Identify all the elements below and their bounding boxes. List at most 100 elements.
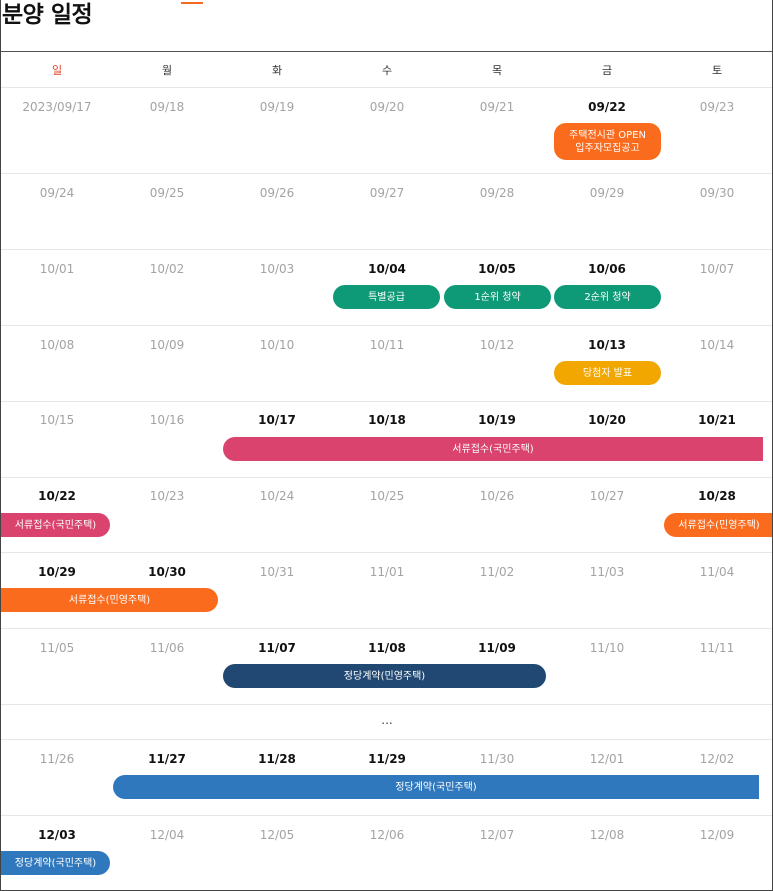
date-cell: 09/19 (259, 100, 295, 114)
event-contract-public-continued[interactable]: 정당계약(국민주택) (1, 851, 110, 875)
date-cell: 10/30 (148, 565, 186, 579)
event-docs-public-bar[interactable]: 서류접수(국민주택) (223, 437, 763, 461)
date-cell: 10/31 (259, 565, 295, 579)
row-divider (1, 87, 772, 88)
date-cell: 10/02 (149, 262, 185, 276)
date-cell: 12/05 (259, 828, 295, 842)
date-cell: 10/15 (39, 413, 75, 427)
date-cell: 10/12 (479, 338, 515, 352)
date-cell: 12/01 (589, 752, 625, 766)
event-contract-public-bar[interactable]: 정당계약(국민주택) (113, 775, 759, 799)
date-cell: 09/24 (39, 186, 75, 200)
date-cell: 10/07 (699, 262, 735, 276)
event-first-priority[interactable]: 1순위 청약 (444, 285, 551, 309)
row-divider (1, 815, 772, 816)
date-cell: 11/01 (369, 565, 405, 579)
weekday-mon: 월 (161, 64, 173, 77)
date-cell: 10/24 (259, 489, 295, 503)
date-cell: 11/26 (39, 752, 75, 766)
row-divider (1, 477, 772, 478)
date-cell: 11/29 (368, 752, 406, 766)
date-cell: 10/13 (588, 338, 626, 352)
date-cell: 09/25 (149, 186, 185, 200)
date-cell: 10/14 (699, 338, 735, 352)
row-divider (1, 249, 772, 250)
date-cell: 11/06 (149, 641, 185, 655)
event-second-priority[interactable]: 2순위 청약 (554, 285, 661, 309)
weekday-fri: 금 (601, 64, 613, 77)
date-cell: 10/03 (259, 262, 295, 276)
date-cell: 10/09 (149, 338, 185, 352)
date-cell: 09/29 (589, 186, 625, 200)
date-cell: 12/07 (479, 828, 515, 842)
date-cell: 10/01 (39, 262, 75, 276)
date-cell: 12/03 (38, 828, 76, 842)
weekday-sat: 토 (711, 64, 723, 77)
weekday-tue: 화 (271, 64, 283, 77)
date-cell: 10/25 (369, 489, 405, 503)
date-cell: 11/10 (589, 641, 625, 655)
row-divider (1, 739, 772, 740)
date-cell: 09/26 (259, 186, 295, 200)
date-cell: 10/16 (149, 413, 185, 427)
date-cell: 11/07 (258, 641, 296, 655)
date-cell: 12/06 (369, 828, 405, 842)
row-divider (1, 704, 772, 705)
date-cell: 10/11 (369, 338, 405, 352)
date-cell: 12/09 (699, 828, 735, 842)
date-cell: 10/20 (588, 413, 626, 427)
date-cell: 10/21 (698, 413, 736, 427)
date-cell: 09/23 (699, 100, 735, 114)
date-cell: 10/18 (368, 413, 406, 427)
date-cell: 11/03 (589, 565, 625, 579)
date-cell: 09/18 (149, 100, 185, 114)
date-cell: 11/30 (479, 752, 515, 766)
date-cell: 11/02 (479, 565, 515, 579)
date-cell: 10/27 (589, 489, 625, 503)
date-cell: 10/26 (479, 489, 515, 503)
date-cell: 09/21 (479, 100, 515, 114)
date-cell: 10/29 (38, 565, 76, 579)
date-cell: 11/27 (148, 752, 186, 766)
weekday-thu: 목 (491, 64, 503, 77)
skipped-weeks-ellipsis: ... (381, 713, 393, 727)
date-cell: 2023/09/17 (22, 100, 92, 114)
weekday-sun: 일 (51, 64, 63, 77)
date-cell: 11/04 (699, 565, 735, 579)
event-showroom-open[interactable]: 주택전시관 OPEN 입주자모집공고 (554, 123, 661, 160)
row-divider (1, 325, 772, 326)
date-cell: 10/22 (38, 489, 76, 503)
date-cell: 10/10 (259, 338, 295, 352)
event-showroom-open-line2: 입주자모집공고 (575, 142, 640, 154)
event-docs-public-continued[interactable]: 서류접수(국민주택) (1, 513, 110, 537)
weekday-wed: 수 (381, 64, 393, 77)
date-cell: 10/04 (368, 262, 406, 276)
row-divider (1, 173, 772, 174)
page-title: 분양 일정 (2, 2, 93, 28)
date-cell: 10/19 (478, 413, 516, 427)
event-special-supply[interactable]: 특별공급 (333, 285, 440, 309)
date-cell: 12/08 (589, 828, 625, 842)
header-divider (1, 51, 772, 52)
date-cell: 11/28 (258, 752, 296, 766)
date-cell: 10/05 (478, 262, 516, 276)
event-winner-announce[interactable]: 당첨자 발표 (554, 361, 661, 385)
date-cell: 10/17 (258, 413, 296, 427)
event-docs-private-bar[interactable]: 서류접수(민영주택) (1, 588, 218, 612)
date-cell: 09/20 (369, 100, 405, 114)
date-cell: 09/30 (699, 186, 735, 200)
date-cell: 11/11 (699, 641, 735, 655)
event-docs-private-start[interactable]: 서류접수(민영주택) (664, 513, 772, 537)
date-cell: 10/23 (149, 489, 185, 503)
title-accent-bar (181, 2, 203, 4)
event-showroom-open-line1: 주택전시관 OPEN (569, 129, 646, 141)
row-divider (1, 628, 772, 629)
row-divider (1, 401, 772, 402)
event-contract-private[interactable]: 정당계약(민영주택) (223, 664, 546, 688)
date-cell: 11/09 (478, 641, 516, 655)
date-cell: 11/05 (39, 641, 75, 655)
date-cell: 11/08 (368, 641, 406, 655)
date-cell: 12/02 (699, 752, 735, 766)
date-cell: 12/04 (149, 828, 185, 842)
